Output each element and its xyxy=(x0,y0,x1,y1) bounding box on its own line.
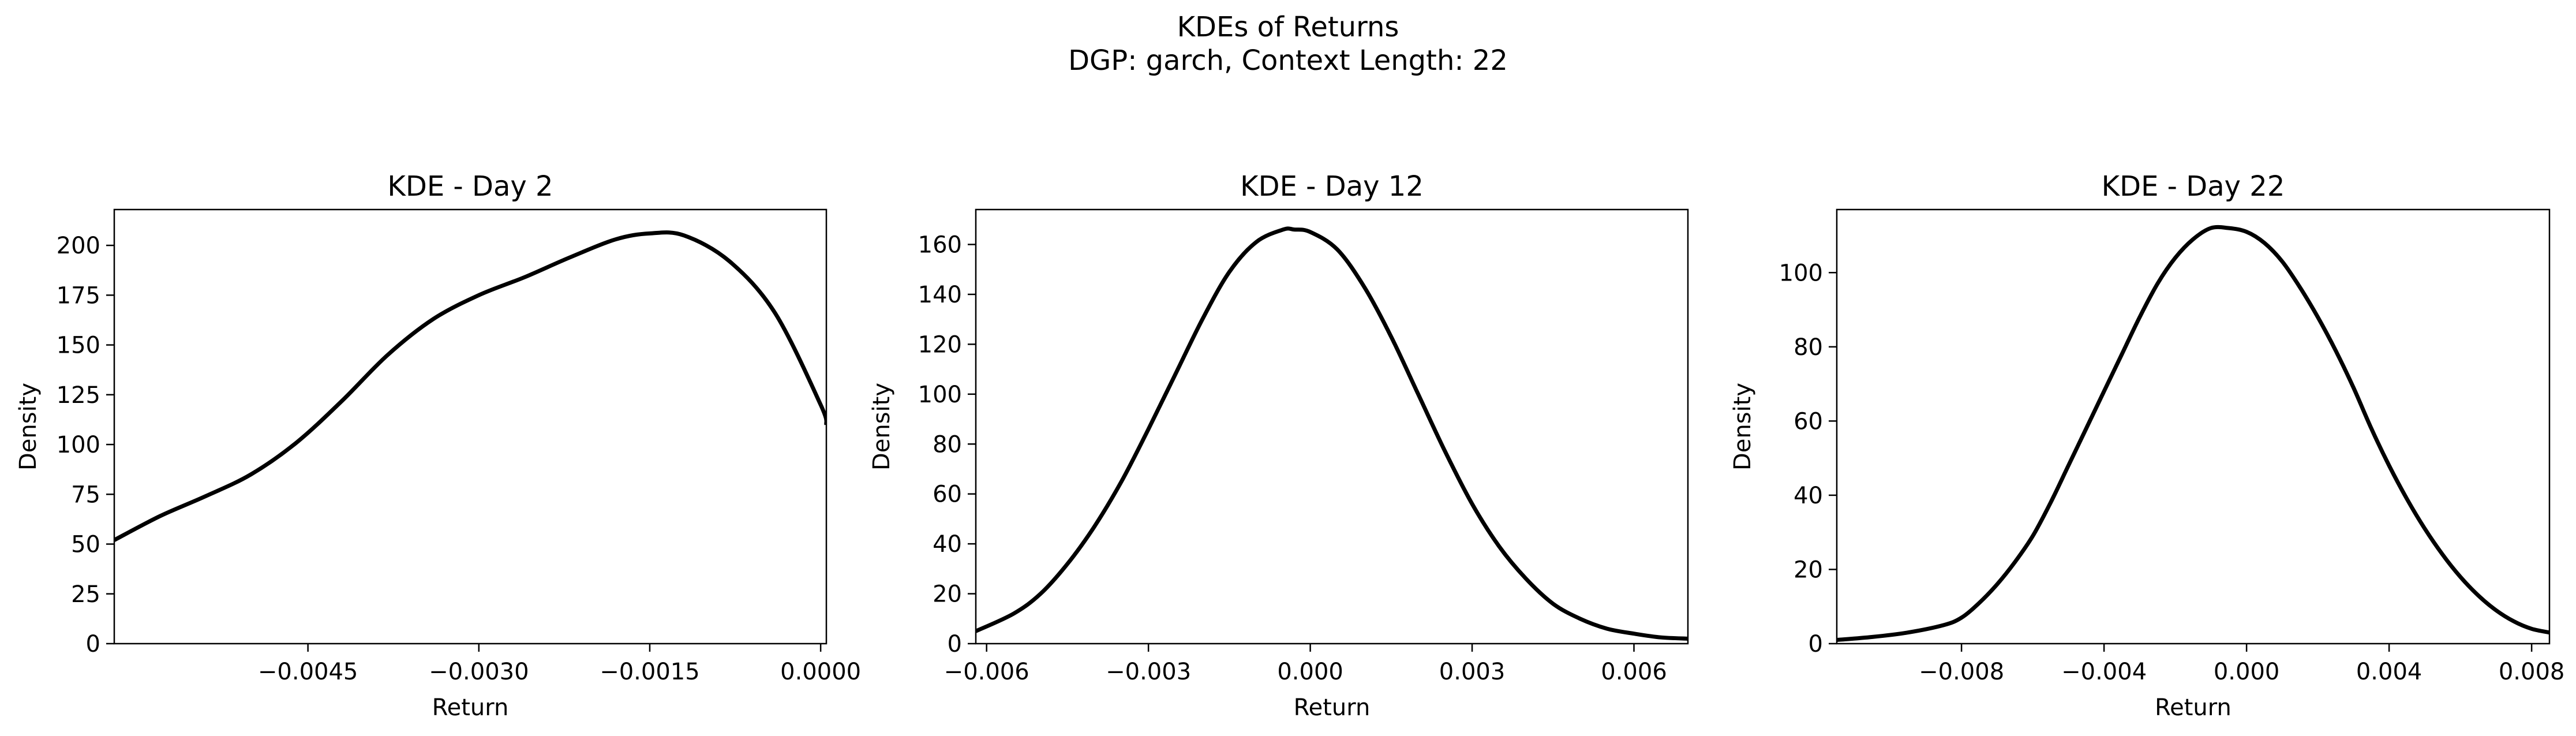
x-axis-title: Return xyxy=(432,694,509,721)
x-tick-label: −0.006 xyxy=(944,659,1029,685)
x-tick-label: 0.006 xyxy=(1601,659,1667,685)
y-tick-label: 75 xyxy=(71,481,100,508)
x-axis-title: Return xyxy=(2155,694,2231,721)
x-tick-label: 0.0000 xyxy=(780,659,861,685)
axes-frame xyxy=(1836,208,2551,645)
y-tick-label: 100 xyxy=(918,382,962,408)
y-tick-label: 80 xyxy=(1794,334,1823,361)
kde-panel-3: −0.008 −0.004 0.000 0.004 0.008 0 20 40 60 80 100 R… xyxy=(1729,170,2564,721)
y-tick-label: 60 xyxy=(1794,408,1823,435)
x-tick-label: −0.0030 xyxy=(429,659,529,685)
kde-panel-2: −0.006 −0.003 0.000 0.003 0.006 0 20 40 60 80 100 1… xyxy=(868,170,1689,721)
x-tick-label: 0.004 xyxy=(2356,659,2423,685)
y-tick-label: 150 xyxy=(57,332,100,359)
kde-line xyxy=(114,230,826,542)
y-tick-label: 80 xyxy=(933,431,962,458)
y-tick-label: 50 xyxy=(71,532,100,558)
kde-line xyxy=(976,226,1688,641)
figure-title-line2: DGP: garch, Context Length: 22 xyxy=(1068,44,1508,77)
y-tick-label: 120 xyxy=(918,331,962,358)
y-tick-label: 0 xyxy=(1809,631,1823,657)
y-tick-label: 0 xyxy=(86,631,100,657)
y-tick-label: 60 xyxy=(933,481,962,508)
panel-title: KDE - Day 2 xyxy=(387,170,553,203)
x-axis-title: Return xyxy=(1294,694,1371,721)
y-tick-label: 100 xyxy=(57,432,100,458)
kde-line xyxy=(1837,225,2549,642)
y-tick-label: 175 xyxy=(57,282,100,309)
x-tick-label: 0.000 xyxy=(1277,659,1343,685)
x-tick-label: −0.008 xyxy=(1919,659,2004,685)
x-tick-label: 0.008 xyxy=(2499,659,2565,685)
y-axis-title: Density xyxy=(15,383,42,470)
y-tick-label: 200 xyxy=(57,233,100,259)
y-axis-title: Density xyxy=(1729,383,1756,470)
y-tick-label: 0 xyxy=(948,631,962,657)
x-tick-label: 0.003 xyxy=(1439,659,1506,685)
y-tick-label: 100 xyxy=(1779,260,1823,286)
y-tick-label: 40 xyxy=(933,531,962,558)
panel-title: KDE - Day 12 xyxy=(1240,170,1424,203)
x-tick-label: −0.0015 xyxy=(600,659,699,685)
panel-title: KDE - Day 22 xyxy=(2102,170,2285,203)
axes-frame xyxy=(975,208,1689,645)
x-tick-label: 0.000 xyxy=(2214,659,2280,685)
y-tick-label: 125 xyxy=(57,382,100,409)
kde-panel-1: −0.0045 −0.0030 −0.0015 0.0000 0 25 50 75 100 125… xyxy=(15,170,861,721)
y-tick-label: 20 xyxy=(933,581,962,608)
y-tick-label: 40 xyxy=(1794,483,1823,509)
axes-frame xyxy=(113,208,828,645)
x-tick-label: −0.004 xyxy=(2061,659,2147,685)
y-tick-label: 25 xyxy=(71,581,100,608)
x-tick-label: −0.003 xyxy=(1106,659,1191,685)
y-tick-label: 160 xyxy=(918,232,962,259)
figure-title-line1: KDEs of Returns xyxy=(1177,11,1399,43)
x-tick-label: −0.0045 xyxy=(258,659,358,685)
y-axis-title: Density xyxy=(868,383,895,470)
y-tick-label: 140 xyxy=(918,282,962,308)
figure-title: KDEs of Returns DGP: garch, Context Leng… xyxy=(0,10,2576,77)
y-tick-label: 20 xyxy=(1794,556,1823,583)
